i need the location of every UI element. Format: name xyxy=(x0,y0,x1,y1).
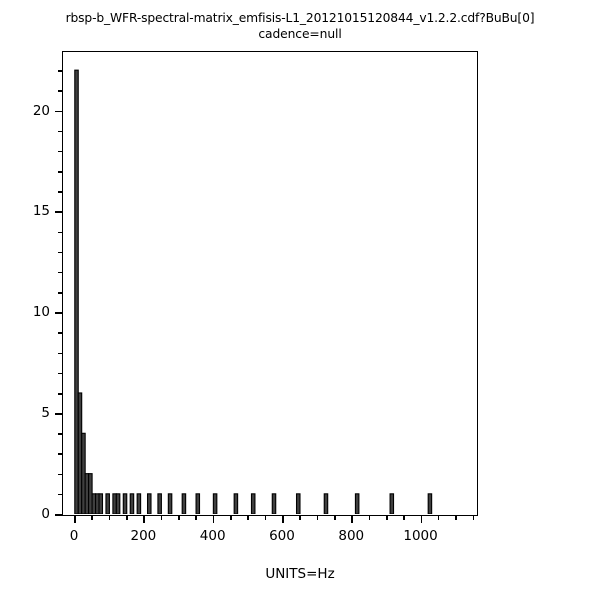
y-axis-minor-tick xyxy=(58,90,63,92)
x-axis-minor-tick xyxy=(178,515,180,520)
x-axis-minor-tick xyxy=(437,515,440,520)
x-axis-minor-tick xyxy=(403,515,405,520)
x-axis-minor-tick xyxy=(385,515,388,520)
histogram-bar xyxy=(323,493,329,514)
y-axis-major-tick xyxy=(55,413,63,415)
x-axis-minor-tick xyxy=(299,515,301,520)
histogram-bar xyxy=(181,493,187,514)
x-axis-tick-label: 800 xyxy=(338,528,365,544)
x-axis-minor-tick xyxy=(195,515,197,520)
histogram-bar xyxy=(250,493,256,514)
x-axis-minor-tick xyxy=(91,515,93,520)
histogram-bars xyxy=(74,69,433,514)
y-axis-tick-label: 20 xyxy=(32,102,50,119)
histogram-bar xyxy=(167,493,173,514)
y-axis-major-tick xyxy=(55,514,63,516)
x-axis-tick-label: 1000 xyxy=(403,528,438,544)
plot-frame: 0 5 10 15 20 0 200 400 600 800 1000 xyxy=(33,51,478,544)
histogram-bar xyxy=(295,493,301,514)
x-axis-minor-tick xyxy=(455,515,457,520)
y-axis-minor-tick xyxy=(58,191,63,193)
y-axis-minor-tick xyxy=(58,332,63,335)
histogram-bar xyxy=(129,493,135,514)
y-axis-major-tick xyxy=(55,211,63,213)
y-axis-minor-tick xyxy=(58,150,63,153)
x-axis-minor-tick xyxy=(230,515,232,520)
histogram-bar xyxy=(105,493,110,514)
y-axis-minor-tick xyxy=(58,251,63,254)
x-axis-label: UNITS=Hz xyxy=(265,566,335,582)
histogram-bar xyxy=(157,493,162,514)
plot-area xyxy=(63,52,477,515)
x-axis-minor-tick xyxy=(126,515,128,520)
x-axis-minor-tick xyxy=(264,515,267,520)
histogram-bar xyxy=(115,493,121,514)
x-axis-minor-tick xyxy=(160,515,163,520)
y-axis-tick-label: 10 xyxy=(32,304,50,321)
x-axis-minor-tick xyxy=(472,515,475,520)
y-axis-major-tick xyxy=(55,312,63,314)
histogram-bar xyxy=(136,493,142,514)
x-axis-major-tick xyxy=(281,515,284,523)
x-axis-tick-label: 600 xyxy=(269,528,295,544)
x-axis-minor-tick xyxy=(333,515,336,520)
histogram-bar xyxy=(195,493,201,514)
x-axis-minor-tick xyxy=(247,515,249,520)
x-axis-major-tick xyxy=(74,515,76,523)
y-axis-tick-label: 15 xyxy=(32,203,50,220)
histogram-bar xyxy=(271,493,277,514)
x-axis-minor-tick xyxy=(368,515,371,520)
x-axis-major-tick xyxy=(212,515,215,523)
chart-title: rbsp-b_WFR-spectral-matrix_emfisis-L1_20… xyxy=(0,10,600,42)
y-axis-major-tick xyxy=(55,110,63,113)
histogram-bar xyxy=(122,493,128,514)
x-axis-tick-label: 400 xyxy=(199,528,226,544)
histogram-bar xyxy=(98,493,104,514)
x-axis-minor-tick xyxy=(316,515,319,520)
histogram-bar xyxy=(389,493,395,514)
x-axis-major-tick xyxy=(143,515,145,523)
x-axis-major-tick xyxy=(351,515,353,523)
histogram-bar xyxy=(233,493,239,514)
y-axis-tick-label: 0 xyxy=(41,506,50,522)
y-axis-minor-tick xyxy=(58,70,63,72)
y-axis-minor-tick xyxy=(58,271,63,274)
x-axis-tick-label: 0 xyxy=(69,528,79,544)
y-axis-minor-tick xyxy=(58,352,63,355)
chart-title-line-1: rbsp-b_WFR-spectral-matrix_emfisis-L1_20… xyxy=(65,11,535,25)
histogram-bar xyxy=(212,493,218,514)
y-axis-minor-tick xyxy=(58,292,63,294)
y-axis-minor-tick xyxy=(58,231,63,234)
y-axis-minor-tick xyxy=(58,392,63,395)
y-axis-minor-tick xyxy=(58,493,63,496)
y-axis-minor-tick xyxy=(58,372,63,375)
y-axis-minor-tick xyxy=(58,473,63,476)
x-axis-major-tick xyxy=(420,515,423,523)
x-axis-minor-tick xyxy=(108,515,111,520)
x-axis-tick-label: 200 xyxy=(130,528,157,544)
chart-title-line-2: cadence=null xyxy=(258,27,342,41)
y-axis-tick-label: 5 xyxy=(41,405,50,422)
y-axis-minor-tick xyxy=(58,130,63,133)
y-axis-minor-tick xyxy=(58,453,63,456)
y-axis-minor-tick xyxy=(58,171,63,173)
histogram-bar xyxy=(146,493,152,514)
histogram-bar xyxy=(354,493,360,514)
y-axis-minor-tick xyxy=(58,433,63,435)
histogram-bar xyxy=(427,493,433,514)
